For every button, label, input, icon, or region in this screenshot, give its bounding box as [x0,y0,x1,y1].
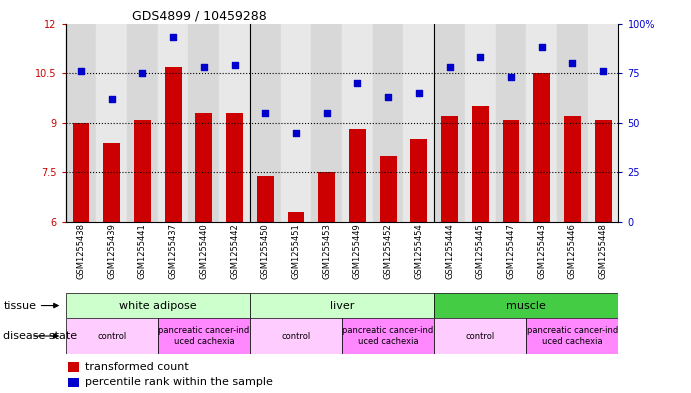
Bar [441,116,458,222]
Point [75,68,86,74]
Point [229,62,240,68]
Text: transformed count: transformed count [85,362,189,372]
Point [598,68,609,74]
Bar [189,24,219,222]
Bar [319,173,335,222]
Bar [158,24,189,222]
Text: white adipose: white adipose [119,301,197,310]
Point [536,44,547,51]
Bar [595,119,612,222]
Bar [66,24,96,222]
Text: pancreatic cancer-ind
uced cachexia: pancreatic cancer-ind uced cachexia [158,326,249,346]
Bar [257,176,274,222]
Bar [196,113,212,222]
Point [137,70,148,76]
Bar [502,119,520,222]
Point [567,60,578,66]
Bar [68,378,79,387]
Bar [281,24,312,222]
Bar [349,129,366,222]
Bar [434,293,618,318]
Point [106,96,117,102]
Bar [158,318,250,354]
Bar [287,212,305,222]
Text: liver: liver [330,301,354,310]
Bar [527,24,557,222]
Bar [250,293,434,318]
Bar [164,66,182,222]
Bar [66,318,158,354]
Bar [127,24,158,222]
Point [321,110,332,116]
Point [444,64,455,70]
Bar [250,24,281,222]
Text: disease state: disease state [3,331,77,341]
Bar [134,119,151,222]
Bar [68,362,79,372]
Bar [73,123,89,222]
Text: muscle: muscle [507,301,547,310]
Bar [527,318,618,354]
Bar [557,24,588,222]
Bar [372,24,404,222]
Bar [226,113,243,222]
Bar [342,318,434,354]
Text: control: control [281,332,310,340]
Bar [472,106,489,222]
Bar [219,24,250,222]
Bar [434,318,527,354]
Bar [379,156,397,222]
Bar [410,140,427,222]
Bar [434,24,465,222]
Point [352,80,363,86]
Text: control: control [97,332,126,340]
Bar [495,24,527,222]
Point [413,90,424,96]
Bar [465,24,495,222]
Point [505,74,516,80]
Text: pancreatic cancer-ind
uced cachexia: pancreatic cancer-ind uced cachexia [527,326,618,346]
Point [198,64,209,70]
Text: control: control [466,332,495,340]
Bar [96,24,127,222]
Point [475,54,486,61]
Point [290,130,301,136]
Point [168,34,179,40]
Bar [533,73,550,222]
Bar [103,143,120,222]
Text: GDS4899 / 10459288: GDS4899 / 10459288 [132,9,267,22]
Text: tissue: tissue [3,301,37,310]
Bar [250,318,342,354]
Bar [564,116,581,222]
Text: percentile rank within the sample: percentile rank within the sample [85,377,273,387]
Text: pancreatic cancer-ind
uced cachexia: pancreatic cancer-ind uced cachexia [343,326,434,346]
Point [383,94,394,100]
Bar [312,24,342,222]
Bar [66,293,250,318]
Bar [404,24,434,222]
Bar [588,24,618,222]
Point [260,110,271,116]
Bar [342,24,372,222]
